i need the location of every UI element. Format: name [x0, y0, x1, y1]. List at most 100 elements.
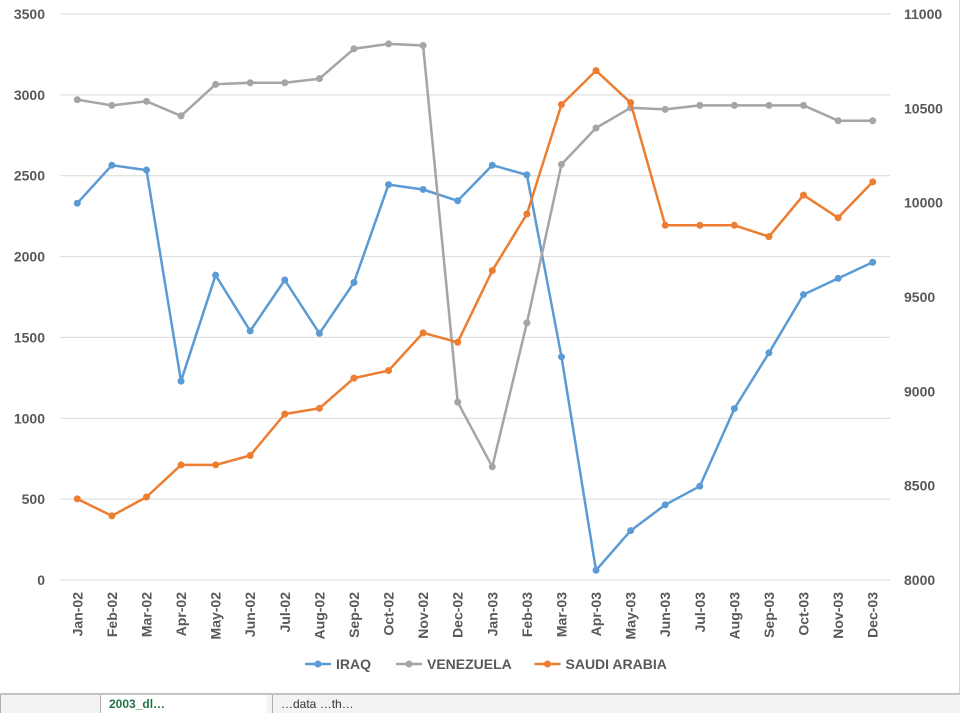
y-left-tick-label: 3000: [14, 87, 45, 103]
data-point-iraq: [557, 353, 565, 361]
data-point-iraq: [212, 271, 220, 279]
x-tick-label: Jul-03: [692, 592, 708, 633]
data-point-saudi-arabia: [557, 101, 565, 109]
data-point-iraq: [350, 278, 358, 286]
data-point-saudi-arabia: [661, 221, 669, 229]
series-line-venezuela: [77, 42, 873, 469]
data-point-saudi-arabia: [142, 493, 150, 501]
y-right-tick-label: 9000: [904, 383, 935, 399]
line-chart: 0 500 1000 1500 2000 2500 3000 3500 8000 8500 9000…: [14, 6, 943, 672]
data-point-saudi-arabia: [177, 461, 185, 469]
data-point-venezuela: [454, 398, 462, 406]
x-tick-label: Nov-03: [830, 592, 846, 639]
data-point-venezuela: [246, 79, 254, 87]
data-point-venezuela: [488, 463, 496, 471]
data-point-saudi-arabia: [800, 191, 808, 199]
data-point-venezuela: [315, 75, 323, 83]
y-left-tick-label: 1500: [14, 329, 45, 345]
data-point-saudi-arabia: [627, 99, 635, 107]
legend-label: VENEZUELA: [427, 656, 512, 672]
data-point-saudi-arabia: [73, 495, 81, 503]
data-point-iraq: [385, 181, 393, 189]
y-left-tick-label: 2000: [14, 249, 45, 265]
data-point-venezuela: [177, 112, 185, 120]
y-left-tick-label: 500: [22, 491, 46, 507]
x-tick-label: Feb-03: [519, 592, 535, 637]
data-point-venezuela: [696, 101, 704, 109]
x-tick-label: Jun-03: [657, 592, 673, 637]
x-tick-label: Aug-03: [726, 592, 742, 640]
sheet-tab-bar: 2003_dl… …data …th…: [0, 694, 960, 713]
data-point-iraq: [419, 185, 427, 193]
y-left-tick-label: 0: [37, 572, 45, 588]
x-tick-label: Sep-02: [346, 592, 362, 638]
data-point-venezuela: [385, 40, 393, 48]
x-tick-label: Jan-03: [484, 592, 500, 637]
data-point-iraq: [281, 276, 289, 284]
data-point-saudi-arabia: [315, 404, 323, 412]
data-point-iraq: [869, 258, 877, 266]
data-point-saudi-arabia: [350, 374, 358, 382]
data-point-venezuela: [765, 101, 773, 109]
data-point-venezuela: [834, 117, 842, 125]
data-point-venezuela: [73, 96, 81, 104]
data-point-saudi-arabia: [454, 338, 462, 346]
y-left-tick-label: 3500: [14, 6, 45, 22]
data-point-iraq: [592, 566, 600, 574]
data-point-venezuela: [142, 97, 150, 105]
data-point-venezuela: [281, 79, 289, 87]
data-point-saudi-arabia: [488, 267, 496, 275]
data-point-saudi-arabia: [592, 67, 600, 75]
data-point-iraq: [108, 161, 116, 169]
x-tick-label: Oct-03: [796, 592, 812, 636]
data-point-iraq: [730, 405, 738, 413]
data-point-saudi-arabia: [696, 221, 704, 229]
data-point-venezuela: [869, 117, 877, 125]
data-point-saudi-arabia: [765, 233, 773, 241]
y-right-tick-label: 8500: [904, 478, 935, 494]
sheet-tab-3[interactable]: …data …th…: [272, 695, 689, 713]
y-right-tick-label: 10500: [904, 100, 943, 116]
x-tick-label: Mar-03: [553, 592, 569, 637]
data-point-venezuela: [419, 42, 427, 50]
y-left-tick-label: 1000: [14, 410, 45, 426]
data-point-venezuela: [557, 160, 565, 168]
data-point-iraq: [177, 377, 185, 385]
data-point-iraq: [765, 349, 773, 357]
y-right-tick-label: 8000: [904, 572, 935, 588]
x-tick-label: Aug-02: [311, 592, 327, 640]
data-point-iraq: [142, 166, 150, 174]
data-point-venezuela: [730, 101, 738, 109]
y-right-tick-label: 11000: [904, 6, 942, 22]
x-tick-label: Apr-02: [173, 592, 189, 637]
data-point-saudi-arabia: [385, 367, 393, 375]
data-point-iraq: [523, 171, 531, 179]
data-point-iraq: [488, 161, 496, 169]
data-point-saudi-arabia: [212, 461, 220, 469]
data-point-iraq: [315, 329, 323, 337]
data-point-saudi-arabia: [834, 214, 842, 222]
x-tick-label: Sep-03: [761, 592, 777, 638]
x-tick-label: Jul-02: [277, 592, 293, 633]
legend-marker: [314, 660, 322, 668]
x-tick-label: Apr-03: [588, 592, 604, 637]
data-point-venezuela: [523, 319, 531, 327]
sheet-tab-1[interactable]: [0, 695, 101, 713]
data-point-saudi-arabia: [108, 512, 116, 520]
data-point-iraq: [246, 327, 254, 335]
series-line-saudi-arabia: [76, 69, 874, 518]
data-point-iraq: [627, 527, 635, 535]
data-point-saudi-arabia: [730, 221, 738, 229]
series-line-iraq: [76, 163, 874, 572]
data-point-iraq: [696, 482, 704, 490]
y-right-tick-label: 9500: [904, 289, 935, 305]
data-point-saudi-arabia: [246, 451, 254, 459]
sheet-tab-2[interactable]: 2003_dl…: [100, 695, 267, 713]
data-point-iraq: [661, 501, 669, 509]
x-tick-label: May-03: [623, 592, 639, 640]
data-point-venezuela: [212, 80, 220, 88]
data-point-venezuela: [661, 105, 669, 113]
chart-frame[interactable]: 0 500 1000 1500 2000 2500 3000 3500 8000 8500 9000…: [0, 0, 960, 694]
data-point-saudi-arabia: [281, 410, 289, 418]
data-point-saudi-arabia: [869, 178, 877, 186]
